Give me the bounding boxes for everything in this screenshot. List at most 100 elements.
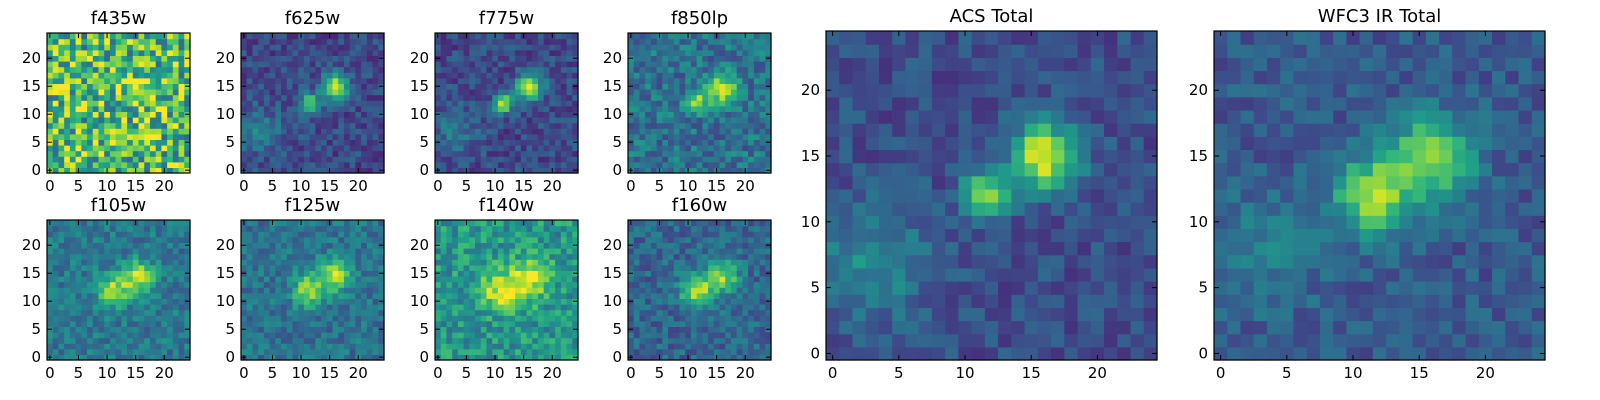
heatmap-cell: [486, 326, 493, 333]
heatmap-cell: [549, 281, 556, 288]
heatmap-cell: [309, 122, 316, 129]
heatmap-cell: [679, 61, 686, 68]
heatmap-cell: [52, 105, 60, 112]
heatmap-cell: [486, 343, 493, 350]
heatmap-cell: [526, 156, 533, 163]
heatmap-cell: [452, 122, 459, 129]
y-tick-label: 15: [216, 264, 235, 282]
heatmap-cell: [497, 72, 505, 79]
heatmap-cell: [668, 320, 675, 327]
heatmap-cell: [690, 122, 698, 129]
heatmap-cell: [349, 89, 356, 96]
heatmap-cell: [64, 38, 71, 45]
heatmap-cell: [109, 150, 117, 157]
heatmap-cell: [52, 248, 60, 255]
heatmap-cell: [480, 220, 488, 227]
heatmap-cell: [440, 133, 448, 140]
heatmap-cell: [679, 276, 686, 283]
heatmap-cell: [503, 281, 510, 288]
heatmap-cell: [81, 298, 88, 305]
heatmap-cell: [361, 83, 368, 90]
heatmap-cell: [742, 94, 749, 101]
heatmap-cell: [452, 38, 459, 45]
heatmap-cell: [258, 66, 265, 73]
heatmap-cell: [263, 111, 271, 118]
heatmap-cell: [650, 354, 658, 361]
heatmap-cell: [263, 276, 271, 283]
heatmap-cell: [537, 122, 545, 129]
heatmap-cell: [172, 292, 180, 299]
heatmap-cell: [81, 83, 88, 90]
heatmap-cell: [463, 49, 470, 56]
heatmap-cell: [725, 111, 732, 118]
heatmap-cell: [702, 343, 709, 350]
heatmap-cell: [315, 276, 322, 283]
heatmap-cell: [555, 77, 562, 84]
heatmap-cell: [286, 150, 294, 157]
heatmap-cell: [321, 128, 328, 135]
heatmap-cell: [679, 156, 686, 163]
heatmap-cell: [275, 128, 282, 135]
heatmap-cell: [759, 117, 766, 124]
heatmap-cell: [633, 33, 641, 40]
heatmap-cell: [748, 281, 755, 288]
heatmap-cell: [736, 61, 743, 68]
heatmap-cell: [178, 304, 185, 311]
heatmap-cell: [509, 320, 516, 327]
heatmap-cell: [503, 122, 510, 129]
heatmap-cell: [446, 354, 453, 361]
heatmap-cell: [742, 304, 749, 311]
heatmap-cell: [480, 264, 488, 271]
heatmap-cell: [286, 326, 294, 333]
heatmap-cell: [446, 276, 453, 283]
heatmap-cell: [269, 49, 276, 56]
heatmap-cell: [549, 145, 556, 152]
heatmap-cell: [252, 105, 259, 112]
heatmap-cell: [685, 287, 692, 294]
x-tick-label: 0: [433, 177, 443, 195]
heatmap-cell: [560, 49, 568, 56]
heatmap-cell: [172, 55, 180, 62]
heatmap-cell: [656, 343, 663, 350]
heatmap-cell: [161, 259, 168, 266]
heatmap-cell: [298, 156, 305, 163]
heatmap-cell: [132, 287, 140, 294]
heatmap-cell: [298, 326, 305, 333]
heatmap-cell: [246, 276, 254, 283]
heatmap-cell: [378, 150, 385, 157]
heatmap-cell: [178, 326, 185, 333]
heatmap-cell: [560, 242, 568, 249]
heatmap-cell: [127, 259, 134, 266]
heatmap-cell: [281, 55, 288, 62]
heatmap-cell: [309, 128, 316, 135]
heatmap-cell: [98, 287, 105, 294]
heatmap-cell: [64, 332, 71, 339]
heatmap-cell: [269, 89, 276, 96]
heatmap-cell: [633, 83, 641, 90]
heatmap-cell: [92, 304, 100, 311]
heatmap-cell: [503, 248, 510, 255]
heatmap-cell: [520, 44, 528, 51]
heatmap-cell: [526, 44, 533, 51]
heatmap-cell: [75, 105, 82, 112]
heatmap-cell: [332, 100, 339, 107]
heatmap-cell: [656, 117, 663, 124]
heatmap-cell: [713, 287, 721, 294]
heatmap-cell: [719, 38, 726, 45]
heatmap-cell: [736, 304, 743, 311]
heatmap-cell: [321, 38, 328, 45]
heatmap-cell: [275, 242, 282, 249]
heatmap-cell: [138, 117, 145, 124]
heatmap-cell: [161, 156, 168, 163]
heatmap-cell: [690, 281, 698, 288]
heatmap-cell: [440, 304, 448, 311]
heatmap-cell: [725, 287, 732, 294]
heatmap-cell: [69, 270, 77, 277]
heatmap-cell: [127, 276, 134, 283]
heatmap-cell: [543, 145, 550, 152]
heatmap-cell: [121, 150, 128, 157]
heatmap-cell: [725, 49, 732, 56]
heatmap-cell: [161, 38, 168, 45]
heatmap-cell: [503, 117, 510, 124]
heatmap-cell: [263, 128, 271, 135]
